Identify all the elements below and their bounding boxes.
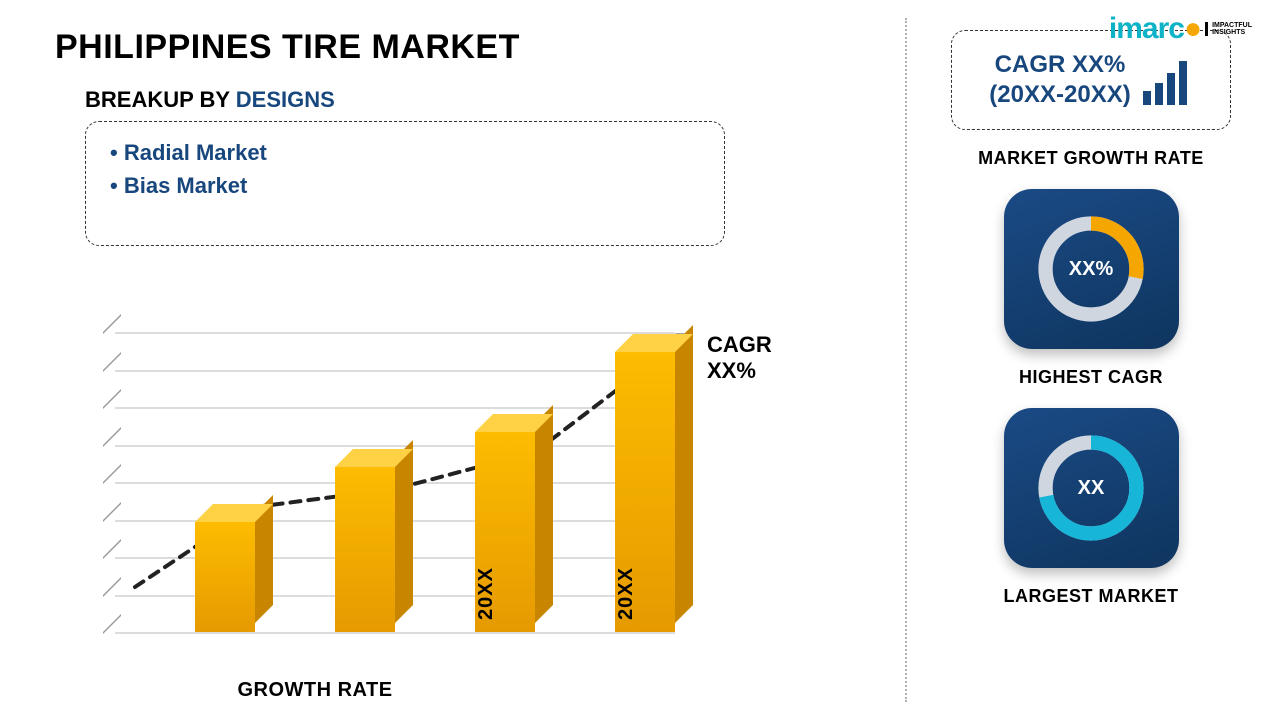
chart-x-label: GROWTH RATE xyxy=(55,679,575,702)
largest-market-tile: XX xyxy=(1004,408,1179,568)
bar-chart-icon xyxy=(1143,55,1193,105)
chart-bar xyxy=(195,522,255,632)
kpi-highest-label: HIGHEST CAGR xyxy=(1019,367,1163,388)
chart-bar xyxy=(335,467,395,632)
donut-largest-value: XX xyxy=(1031,428,1151,548)
donut-largest: XX xyxy=(1031,428,1151,548)
bar-year-label: 20XX xyxy=(615,567,675,620)
kpi-growth-label: MARKET GROWTH RATE xyxy=(978,148,1204,169)
chart-bar: 20XX xyxy=(475,432,535,632)
logo-text: imarc● xyxy=(1109,12,1201,46)
breakup-item: Radial Market xyxy=(110,136,700,169)
bar-year-label: 20XX xyxy=(475,567,535,620)
subtitle-prefix: BREAKUP BY xyxy=(85,87,236,112)
cagr-text: CAGR XX%(20XX-20XX) xyxy=(989,50,1130,110)
logo-tagline: IMPACTFULINSIGHTS xyxy=(1205,22,1252,36)
breakup-box: Radial MarketBias Market xyxy=(85,121,725,246)
growth-chart: ➤ CAGR XX% GROWTH RATE 20XX20XX xyxy=(55,292,815,692)
chart-bar: 20XX xyxy=(615,352,675,632)
breakup-subtitle: BREAKUP BY DESIGNS xyxy=(85,87,905,113)
left-panel: PHILIPPINES TIRE MARKET BREAKUP BY DESIG… xyxy=(55,18,905,702)
donut-highest-value: XX% xyxy=(1031,209,1151,329)
subtitle-accent: DESIGNS xyxy=(236,87,335,112)
donut-highest: XX% xyxy=(1031,209,1151,329)
right-panel: CAGR XX%(20XX-20XX) MARKET GROWTH RATE X… xyxy=(905,18,1245,702)
highest-cagr-tile: XX% xyxy=(1004,189,1179,349)
kpi-largest-label: LARGEST MARKET xyxy=(1004,586,1179,607)
breakup-item: Bias Market xyxy=(110,169,700,202)
breakup-list: Radial MarketBias Market xyxy=(110,136,700,202)
page-title: PHILIPPINES TIRE MARKET xyxy=(55,28,905,67)
cagr-callout: CAGR XX% xyxy=(707,332,815,384)
brand-logo: imarc● IMPACTFULINSIGHTS xyxy=(1109,12,1252,46)
